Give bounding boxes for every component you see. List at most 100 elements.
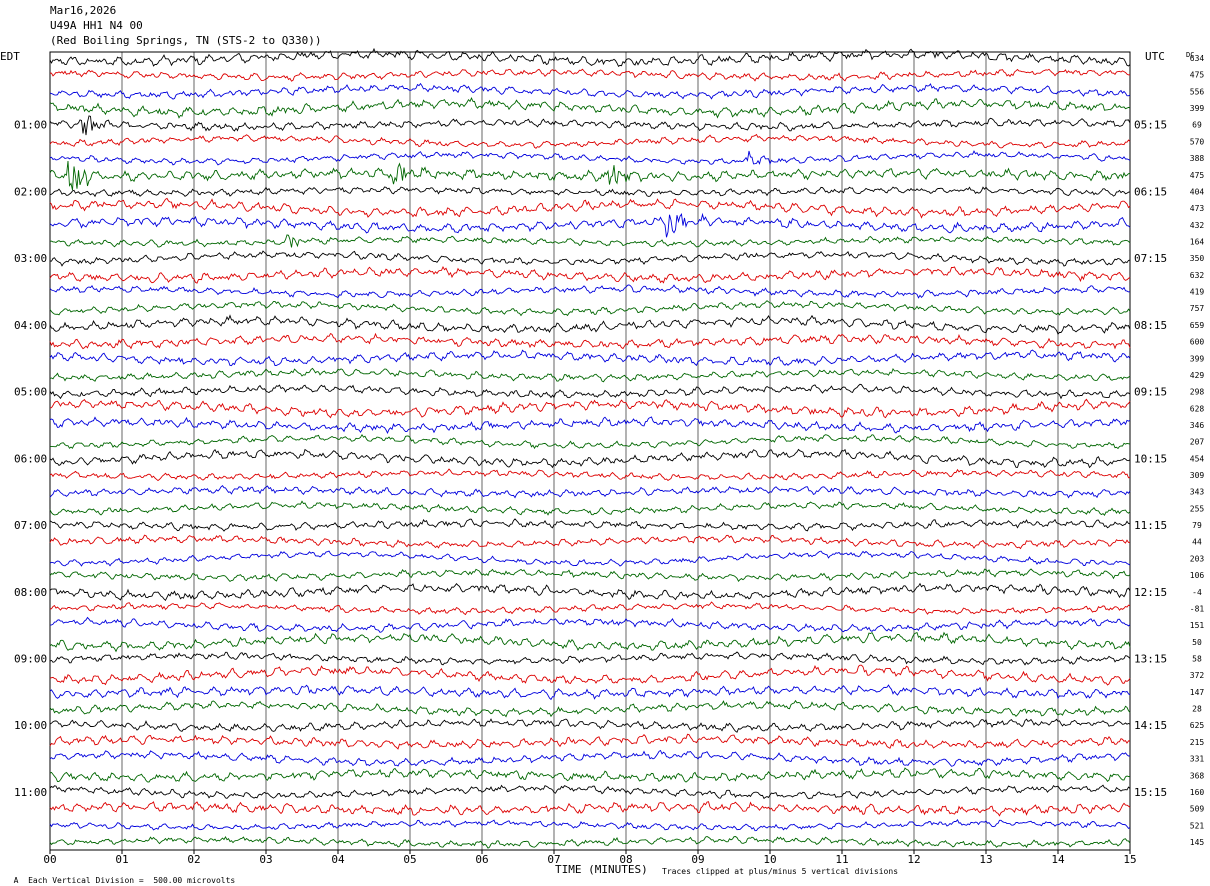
dc-offset-label: 372: [1190, 671, 1205, 680]
seismic-trace: [49, 314, 1131, 335]
seismic-trace: [49, 250, 1131, 267]
utc-hour-label: 08:15: [1134, 319, 1167, 332]
seismic-trace: [49, 500, 1131, 516]
dc-offset-label: 346: [1190, 421, 1205, 430]
dc-offset-label: 570: [1190, 137, 1205, 146]
x-tick-label: 01: [115, 853, 128, 866]
dc-offset-label: 145: [1190, 838, 1205, 847]
dc-offset-label: 473: [1190, 204, 1205, 213]
edt-hour-label: 02:00: [14, 185, 47, 198]
dc-offset-label: 215: [1190, 738, 1205, 747]
edt-hour-label: 11:00: [14, 786, 47, 799]
plot-frame: [49, 51, 1131, 851]
seismic-trace: [49, 835, 1131, 849]
utc-hour-label: 13:15: [1134, 653, 1167, 666]
seismic-trace: [49, 150, 1131, 166]
seismic-trace: [49, 82, 1131, 100]
dc-offset-label: 628: [1190, 404, 1205, 413]
dc-offset-label: 404: [1190, 187, 1205, 196]
dc-offset-label: 147: [1190, 688, 1205, 697]
edt-hour-label: 05:00: [14, 386, 47, 399]
seismic-trace: [49, 749, 1131, 767]
dc-offset-label: 521: [1190, 821, 1205, 830]
utc-hour-label: 12:15: [1134, 586, 1167, 599]
dc-offset-label: -4: [1192, 588, 1202, 597]
dc-offset-label: 509: [1190, 805, 1205, 814]
seismic-trace: [49, 186, 1131, 198]
x-tick-label: 12: [907, 853, 920, 866]
dc-offset-label: 28: [1192, 705, 1202, 714]
seismic-trace: [49, 818, 1131, 832]
seismic-trace: [49, 582, 1131, 602]
seismic-trace: [49, 485, 1131, 499]
seismic-trace: [49, 767, 1131, 783]
x-axis-title: TIME (MINUTES): [555, 863, 648, 876]
dc-offset-label: 309: [1190, 471, 1205, 480]
dc-offset-label: 399: [1190, 104, 1205, 113]
edt-hour-label: 10:00: [14, 719, 47, 732]
seismic-trace: [49, 631, 1131, 653]
seismic-trace: [49, 367, 1131, 383]
seismic-trace: [49, 212, 1131, 238]
dc-offset-label: 50: [1192, 638, 1202, 647]
edt-hour-label: 06:00: [14, 452, 47, 465]
x-tick-label: 13: [979, 853, 992, 866]
x-tick-label: 03: [259, 853, 272, 866]
utc-hour-label: 07:15: [1134, 252, 1167, 265]
utc-hour-label: 10:15: [1134, 452, 1167, 465]
seismic-trace: [49, 300, 1131, 317]
dc-label: DC: [1186, 51, 1194, 59]
dc-offset-label: 659: [1190, 321, 1205, 330]
dc-offset-label: 419: [1190, 288, 1205, 297]
seismic-trace: [49, 160, 1131, 191]
edt-hour-label: 09:00: [14, 653, 47, 666]
x-tick-label: 02: [187, 853, 200, 866]
scale-mark: A: [13, 876, 19, 885]
dc-offset-label: 399: [1190, 354, 1205, 363]
dc-offset-label: 454: [1190, 454, 1205, 463]
seismic-trace: [49, 197, 1131, 219]
edt-hour-label: 03:00: [14, 252, 47, 265]
x-tick-label: 00: [43, 853, 56, 866]
seismic-trace: [49, 448, 1131, 469]
edt-hour-label: 04:00: [14, 319, 47, 332]
seismic-trace: [49, 115, 1131, 136]
seismic-trace: [49, 433, 1131, 450]
edt-hour-label: 07:00: [14, 519, 47, 532]
station-location: (Red Boiling Springs, TN (STS-2 to Q330)…: [50, 34, 322, 47]
seismic-trace: [49, 97, 1131, 119]
dc-offset-label: 298: [1190, 388, 1205, 397]
dc-offset-label: 600: [1190, 338, 1205, 347]
dc-offset-label: 368: [1190, 771, 1205, 780]
x-tick-label: 04: [331, 853, 345, 866]
seismic-trace: [49, 266, 1131, 284]
x-tick-label: 15: [1123, 853, 1136, 866]
dc-offset-label: 343: [1190, 488, 1205, 497]
dc-offset-label: 350: [1190, 254, 1205, 263]
x-tick-label: 09: [691, 853, 704, 866]
x-tick-label: 07: [547, 853, 560, 866]
station-id: U49A HH1 N4 00: [50, 19, 143, 32]
seismic-trace: [49, 398, 1131, 419]
dc-offset-label: 429: [1190, 371, 1205, 380]
dc-offset-label: 106: [1190, 571, 1205, 580]
utc-hour-label: 11:15: [1134, 519, 1167, 532]
dc-offset-label: 331: [1190, 755, 1205, 764]
scale-note: A Each Vertical Division = 500.00 microv…: [4, 867, 236, 885]
dc-offset-label: 207: [1190, 438, 1205, 447]
utc-hour-label: 05:15: [1134, 119, 1167, 132]
seismic-trace: [49, 801, 1131, 817]
edt-hour-label: 01:00: [14, 119, 47, 132]
x-tick-label: 10: [763, 853, 776, 866]
scale-note-text: Each Vertical Division = 500.00 microvol…: [28, 876, 236, 885]
seismic-trace: [49, 68, 1131, 82]
utc-hour-label: 06:15: [1134, 185, 1167, 198]
chart-date: Mar16,2026: [50, 4, 117, 17]
seismic-trace: [49, 550, 1131, 567]
dc-offset-label: 634: [1190, 54, 1205, 63]
seismic-trace: [49, 518, 1131, 532]
dc-offset-label: 255: [1190, 504, 1205, 513]
dc-offset-label: 632: [1190, 271, 1205, 280]
right-axis-label: UTC: [1145, 50, 1165, 63]
